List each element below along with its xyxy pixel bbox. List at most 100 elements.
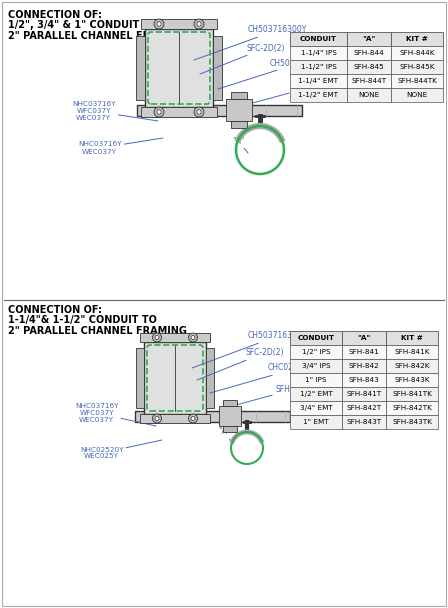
Bar (386, 415, 438, 429)
Bar (347, 60, 391, 74)
Text: 2" PARALLEL CHANNEL FRAMING: 2" PARALLEL CHANNEL FRAMING (8, 31, 187, 41)
Text: SFH-843T: SFH-843T (346, 419, 382, 425)
Text: 1/2", 3/4" & 1" CONDUIT TO: 1/2", 3/4" & 1" CONDUIT TO (8, 20, 158, 30)
Text: SFC-2D(2): SFC-2D(2) (197, 348, 284, 380)
Bar (391, 46, 443, 60)
Bar (141, 107, 217, 117)
Bar (206, 348, 214, 408)
Bar (386, 359, 438, 373)
Text: SFH-843K: SFH-843K (394, 377, 430, 383)
Text: SFH-842TK: SFH-842TK (392, 405, 432, 411)
Text: "A": "A" (218, 427, 233, 444)
Circle shape (155, 336, 159, 339)
Circle shape (189, 414, 198, 423)
Text: CONNECTION OF:: CONNECTION OF: (8, 10, 102, 20)
Bar (386, 387, 438, 401)
Text: SFH-840: SFH-840 (225, 385, 307, 408)
Bar (386, 401, 438, 415)
Text: NHC03716Y
WFC037Y
WEC037Y: NHC03716Y WFC037Y WEC037Y (75, 403, 156, 426)
Bar (391, 74, 443, 88)
Text: 1-1/2" IPS: 1-1/2" IPS (301, 64, 336, 70)
Text: 3/4" EMT: 3/4" EMT (300, 405, 332, 411)
Bar (386, 345, 438, 359)
Bar (290, 359, 342, 373)
Bar (290, 345, 342, 359)
Text: SFH-842K: SFH-842K (394, 363, 430, 369)
Text: KIT #: KIT # (406, 36, 428, 42)
Text: CH503716100Y: CH503716100Y (218, 58, 329, 89)
Bar (144, 342, 206, 414)
Bar (290, 88, 347, 102)
Text: SFH-844T: SFH-844T (351, 78, 387, 84)
Text: NHC03716Y
WEC037Y: NHC03716Y WEC037Y (78, 138, 163, 154)
Circle shape (191, 416, 195, 421)
Bar (342, 345, 386, 359)
Bar (342, 387, 386, 401)
Text: NHC02520Y
WEC025Y: NHC02520Y WEC025Y (80, 440, 162, 460)
Text: SFH-841: SFH-841 (349, 349, 379, 355)
Bar (223, 426, 237, 432)
Circle shape (157, 110, 161, 114)
Bar (342, 331, 386, 345)
Text: 1-1/4"& 1-1/2" CONDUIT TO: 1-1/4"& 1-1/2" CONDUIT TO (8, 315, 157, 325)
Bar (342, 401, 386, 415)
Bar (386, 373, 438, 387)
Text: "A": "A" (362, 36, 376, 42)
Bar (140, 414, 210, 423)
Bar (137, 105, 302, 116)
Bar (290, 32, 347, 46)
Text: 1/2" EMT: 1/2" EMT (300, 391, 332, 397)
Text: 2" PARALLEL CHANNEL FRAMING: 2" PARALLEL CHANNEL FRAMING (8, 326, 187, 336)
Bar (347, 88, 391, 102)
Bar (290, 401, 342, 415)
Bar (223, 400, 237, 406)
Text: NONE: NONE (358, 92, 379, 98)
Bar (391, 60, 443, 74)
Circle shape (191, 336, 195, 339)
Text: "A": "A" (232, 137, 248, 153)
Bar (391, 88, 443, 102)
Text: 1" EMT: 1" EMT (303, 419, 329, 425)
Text: KIT #: KIT # (401, 335, 423, 341)
Text: SFH-841T: SFH-841T (346, 391, 382, 397)
Circle shape (189, 333, 198, 342)
Circle shape (154, 19, 164, 29)
Bar (290, 387, 342, 401)
Text: SFH-842T: SFH-842T (346, 405, 382, 411)
Text: CONDUIT: CONDUIT (300, 36, 337, 42)
Bar (145, 29, 213, 107)
Text: NONE: NONE (406, 92, 428, 98)
Bar (136, 36, 145, 100)
Text: "A": "A" (358, 335, 370, 341)
Text: SFH-843: SFH-843 (349, 377, 379, 383)
Text: 3/4" IPS: 3/4" IPS (302, 363, 330, 369)
Text: SFH-845: SFH-845 (353, 64, 384, 70)
Text: SFH-844TK: SFH-844TK (397, 78, 437, 84)
Bar (386, 331, 438, 345)
Bar (290, 60, 347, 74)
Text: SFH-841K: SFH-841K (394, 349, 430, 355)
Bar (342, 373, 386, 387)
Bar (231, 121, 247, 128)
Bar (391, 32, 443, 46)
Bar (290, 331, 342, 345)
Text: SFC-2D(2): SFC-2D(2) (200, 44, 284, 74)
Bar (219, 406, 241, 426)
Text: 1-1/4" EMT: 1-1/4" EMT (298, 78, 339, 84)
Text: CONDUIT: CONDUIT (297, 335, 335, 341)
Text: 1" IPS: 1" IPS (305, 377, 327, 383)
Bar (347, 32, 391, 46)
Text: NHC03716Y
WFC037Y
WEC037Y: NHC03716Y WFC037Y WEC037Y (72, 101, 158, 121)
Text: SFH-842: SFH-842 (349, 363, 379, 369)
Bar (347, 74, 391, 88)
Circle shape (154, 107, 164, 117)
Bar (136, 348, 144, 408)
Text: SFH-846: SFH-846 (245, 83, 324, 105)
Circle shape (194, 19, 204, 29)
Circle shape (157, 22, 161, 26)
Bar (347, 46, 391, 60)
Bar (213, 36, 222, 100)
Bar (290, 46, 347, 60)
Text: 1-1/2" EMT: 1-1/2" EMT (298, 92, 339, 98)
Bar (140, 333, 210, 342)
